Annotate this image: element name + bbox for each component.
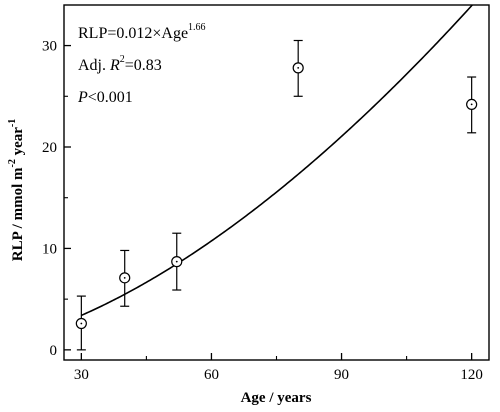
x-tick-label: 60	[204, 367, 219, 383]
x-tick-label: 120	[460, 367, 483, 383]
data-point	[466, 76, 478, 134]
y-tick-label: 20	[42, 140, 57, 156]
point-center	[470, 103, 473, 106]
point-center	[123, 276, 126, 279]
y-axis-ticks: 0 10 20 30	[42, 39, 71, 359]
point-center	[175, 260, 178, 263]
r2-annotation: Adj. R2=0.83	[78, 54, 162, 74]
x-axis-title: Age / years	[241, 390, 312, 406]
equation-annotation: RLP=0.012×Age1.66	[78, 22, 206, 42]
data-point	[292, 39, 304, 97]
fit-curve-layer	[81, 4, 473, 317]
p-annotation: P<0.001	[77, 89, 133, 106]
x-tick-label: 90	[334, 367, 349, 383]
data-point	[119, 249, 131, 307]
point-center	[297, 66, 300, 69]
x-axis-ticks: 30 60 90 120	[74, 353, 483, 383]
point-center	[80, 322, 83, 325]
y-tick-label: 10	[42, 241, 57, 257]
data-point	[171, 232, 183, 291]
y-tick-label: 30	[42, 39, 57, 55]
y-tick-label: 0	[50, 343, 58, 359]
data-points-layer	[75, 39, 478, 351]
fit-curve	[81, 4, 473, 317]
data-point	[75, 295, 87, 351]
x-tick-label: 30	[74, 367, 89, 383]
y-axis-title: RLP / mmol m-2 year-1	[7, 119, 26, 262]
